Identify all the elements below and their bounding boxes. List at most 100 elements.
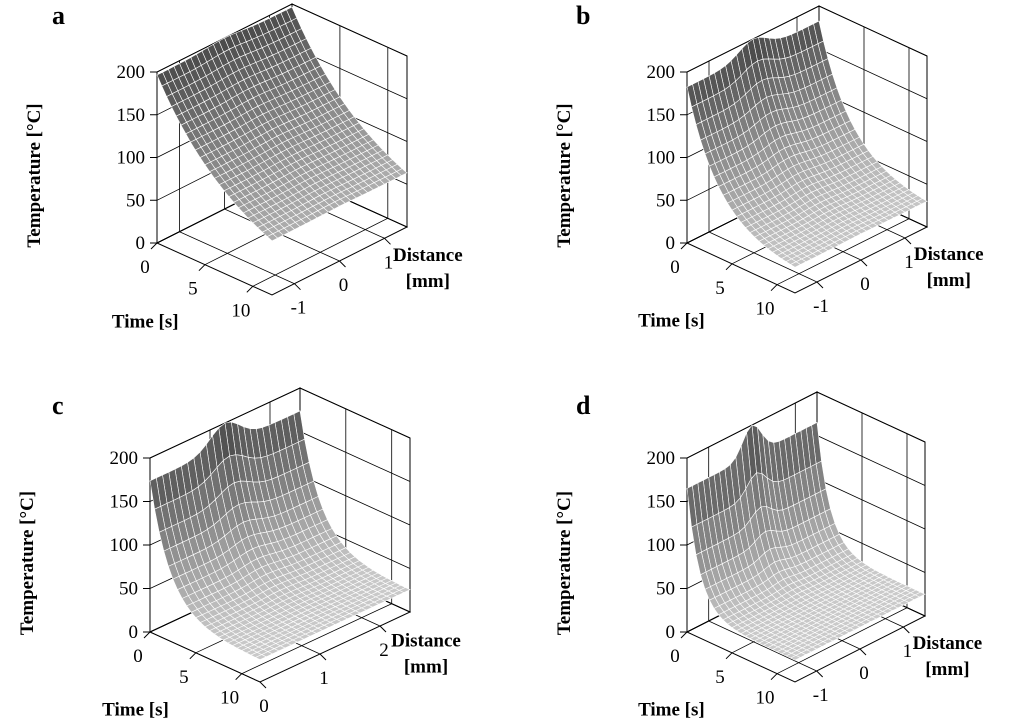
- y-tick-label: -1: [291, 298, 307, 319]
- x-tick-label: 5: [188, 279, 198, 300]
- y-tick-mark: [860, 259, 868, 267]
- x-tick-label: 0: [670, 257, 680, 278]
- x-tick-mark: [198, 264, 206, 272]
- z-axis: 0 50 100 150 200: [647, 62, 687, 254]
- x-axis-title: Time [s]: [638, 311, 705, 332]
- y-tick-mark: [859, 648, 867, 656]
- surface-face: [790, 261, 801, 268]
- panel-a: 0 50 100 150 200 0 5 10 -1 0 1 Temperature [°C] Time…: [24, 1, 463, 333]
- panel-letter: d: [576, 391, 591, 420]
- x-tick-mark: [770, 284, 778, 292]
- y-tick-mark: [294, 283, 301, 291]
- z-tick-label: 150: [647, 105, 676, 126]
- z-tick-label: 100: [110, 535, 139, 556]
- x-tick-mark: [680, 631, 688, 639]
- x-tick-label: 0: [133, 646, 143, 667]
- z-tick-label: 150: [110, 492, 139, 513]
- z-tick-label: 0: [129, 622, 139, 643]
- x-tick-mark: [143, 631, 151, 639]
- x-axis: 0 5 10: [133, 631, 243, 709]
- x-tick-mark: [680, 242, 688, 250]
- y-axis: -1 0 1: [813, 237, 914, 317]
- y-tick-mark: [816, 281, 824, 289]
- y-axis: 0 1 2: [259, 625, 389, 717]
- x-tick-mark: [189, 652, 197, 660]
- y-tick-mark: [816, 670, 824, 678]
- surface-face: [790, 655, 801, 661]
- panel-d: 0 50 100 150 200 0 5 10 -1 0 1 Temperature [°C] Time…: [554, 391, 982, 721]
- y-axis: -1 0 1: [813, 626, 913, 706]
- x-tick-label: 5: [179, 667, 189, 688]
- y-tick-label: -1: [813, 296, 829, 317]
- y-axis-title: Distance: [393, 245, 463, 266]
- z-tick-label: 200: [117, 62, 146, 83]
- temperature-surface: [686, 422, 926, 661]
- y-axis-title: Distance: [391, 630, 461, 651]
- x-axis: 0 5 10: [670, 242, 778, 320]
- y-axis-title: Distance: [914, 244, 984, 265]
- z-tick-label: 200: [647, 448, 676, 469]
- y-axis-unit: [mm]: [925, 659, 969, 680]
- z-tick-label: 50: [126, 190, 145, 211]
- z-tick-label: 50: [656, 190, 675, 211]
- surface-face: [266, 233, 278, 242]
- y-tick-mark: [319, 653, 327, 661]
- x-tick-label: 10: [756, 688, 775, 709]
- x-axis: 0 5 10: [670, 631, 778, 709]
- temperature-surface: [156, 6, 408, 242]
- z-tick-label: 100: [647, 535, 676, 556]
- y-tick-label: 1: [904, 252, 914, 273]
- x-grid-line: [241, 429, 393, 675]
- z-tick-label: 50: [119, 579, 138, 600]
- surface-face: [255, 654, 267, 661]
- y-tick-mark: [902, 626, 910, 634]
- x-axis-title: Time [s]: [638, 700, 705, 721]
- temperature-surface: [149, 410, 411, 661]
- y-tick-label: 0: [860, 274, 870, 295]
- x-tick-mark: [770, 673, 778, 681]
- x-tick-label: 10: [220, 688, 239, 709]
- z-tick-label: 200: [647, 62, 676, 83]
- x-grid-line: [252, 47, 389, 287]
- x-tick-label: 5: [715, 278, 725, 299]
- y-axis-unit: [mm]: [404, 656, 448, 677]
- x-tick-label: 0: [670, 646, 680, 667]
- x-tick-label: 10: [756, 299, 775, 320]
- panel-letter: a: [52, 1, 65, 30]
- z-axis-title: Temperature [°C]: [24, 103, 45, 247]
- z-tick-label: 150: [647, 492, 676, 513]
- y-tick-label: 2: [379, 640, 389, 661]
- z-tick-label: 150: [117, 105, 146, 126]
- y-axis-title: Distance: [913, 633, 983, 654]
- y-tick-mark: [259, 681, 267, 689]
- z-tick-label: 0: [666, 622, 676, 643]
- y-tick-mark: [384, 237, 391, 245]
- y-tick-mark: [339, 260, 346, 268]
- y-tick-label: -1: [813, 685, 829, 706]
- x-tick-mark: [235, 673, 243, 681]
- temperature-surface: [686, 20, 928, 268]
- z-axis: 0 50 100 150 200: [647, 448, 687, 643]
- y-tick-label: 0: [859, 663, 869, 684]
- z-tick-label: 50: [656, 579, 675, 600]
- panel-letter: b: [576, 1, 590, 30]
- x-grid-line: [776, 47, 910, 286]
- y-tick-label: 1: [384, 252, 394, 273]
- y-tick-label: 1: [903, 641, 913, 662]
- z-tick-label: 0: [666, 233, 676, 254]
- y-tick-label: 0: [259, 696, 269, 717]
- x-axis: 0 5 10: [140, 242, 254, 321]
- z-tick-label: 100: [117, 148, 146, 169]
- z-axis: 0 50 100 150 200: [117, 62, 157, 254]
- x-tick-mark: [246, 285, 254, 293]
- y-tick-mark: [904, 237, 912, 245]
- x-axis-title: Time [s]: [112, 312, 179, 333]
- y-tick-label: 0: [339, 275, 349, 296]
- x-axis-title: Time [s]: [102, 700, 169, 721]
- z-axis-title: Temperature [°C]: [554, 491, 575, 635]
- z-tick-label: 0: [136, 233, 146, 254]
- y-axis-unit: [mm]: [406, 271, 450, 292]
- x-tick-mark: [725, 652, 733, 660]
